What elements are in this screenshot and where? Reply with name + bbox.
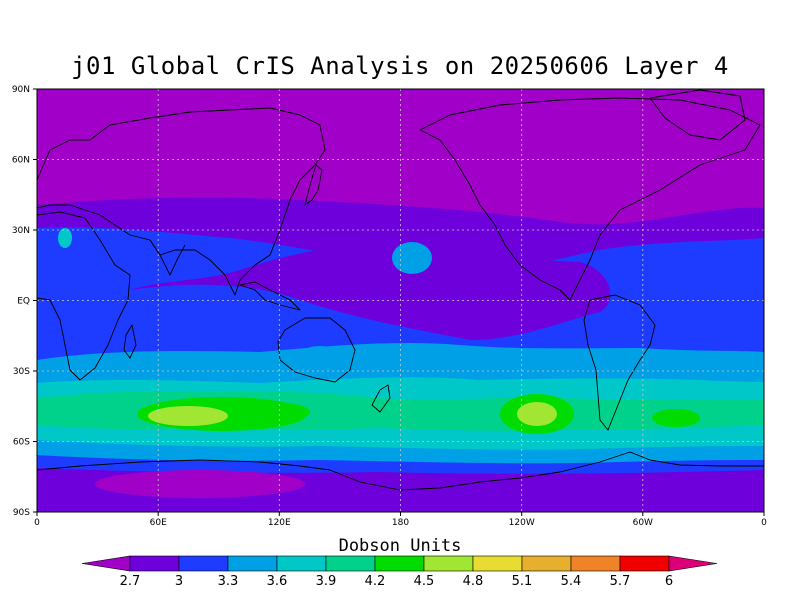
max-indian-ocean-inner (148, 406, 228, 426)
colorbar-level-label: 3 (175, 574, 183, 589)
colorbar-level-label: 3.3 (218, 574, 239, 589)
colorbar-box (276, 555, 327, 572)
colorbar-box (423, 555, 474, 572)
colorbar-level-label: 5.1 (512, 574, 533, 589)
colorbar-box (227, 555, 278, 572)
colorbar-box (521, 555, 572, 572)
lon-label: 120E (268, 518, 291, 528)
max-south-atlantic (652, 409, 700, 427)
lat-label: 30S (13, 367, 30, 377)
lon-label: 180 (392, 518, 409, 528)
colorbar-box (570, 555, 621, 572)
longitude-labels: 0 60E 120E 180 120W 60W 0 (34, 518, 767, 528)
lon-label: 60W (633, 518, 653, 528)
colorbar-box (374, 555, 425, 572)
coastlines (37, 89, 764, 491)
lon-label: 0 (761, 518, 767, 528)
colorbar-min-arrow (81, 555, 131, 572)
colorbar-box (129, 555, 180, 572)
colorbar-level-label: 4.8 (463, 574, 484, 589)
colorbar-level-label: 3.6 (267, 574, 288, 589)
lat-label: 90S (13, 508, 30, 518)
colorbar-level-label: 4.5 (414, 574, 435, 589)
colorbar-level-label: 4.2 (365, 574, 386, 589)
arabian-cyan-blob (58, 228, 72, 248)
max-south-australia (230, 402, 310, 422)
map-title: j01 Global CrIS Analysis on 20250606 Lay… (71, 52, 729, 80)
map-gridlines (37, 89, 764, 512)
colorbar-level-label: 2.7 (120, 574, 141, 589)
colorbar-box (619, 555, 670, 572)
colorbar-level-label: 6 (665, 574, 673, 589)
colorbar: 2.7 3 3.3 3.6 3.9 4.2 4.5 4.8 5.1 5.4 5.7 6 (81, 555, 718, 589)
colorbar-box (178, 555, 229, 572)
colorbar-level-label: 5.7 (610, 574, 631, 589)
latitude-labels: 90N 60N 30N EQ 30S 60S 90S (12, 85, 30, 518)
colorbar-box (472, 555, 523, 572)
lat-label: 30N (12, 226, 30, 236)
colorbar-box (325, 555, 376, 572)
colorbar-level-label: 5.4 (561, 574, 582, 589)
lat-label: 60N (12, 156, 30, 166)
colorbar-level-label: 3.9 (316, 574, 337, 589)
lat-label: 60S (13, 438, 30, 448)
colorbar-title: Dobson Units (338, 536, 462, 556)
lon-label: 60E (150, 518, 167, 528)
axis-ticks (33, 88, 765, 516)
max-south-pacific-inner (517, 402, 557, 426)
lat-label: 90N (12, 85, 30, 95)
australia-cyan-blob (298, 346, 342, 370)
lon-label: 0 (34, 518, 40, 528)
colorbar-max-arrow (668, 555, 718, 572)
tropical-low-pocket (130, 243, 611, 340)
antarctic-minimum (95, 470, 305, 498)
lon-label: 120W (509, 518, 535, 528)
hawaii-cyan-blob (392, 242, 432, 274)
lat-label: EQ (17, 297, 30, 307)
